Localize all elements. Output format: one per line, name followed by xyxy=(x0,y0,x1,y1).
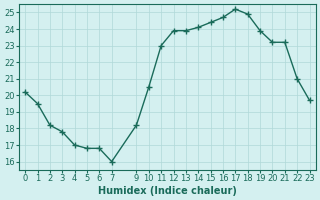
X-axis label: Humidex (Indice chaleur): Humidex (Indice chaleur) xyxy=(98,186,237,196)
